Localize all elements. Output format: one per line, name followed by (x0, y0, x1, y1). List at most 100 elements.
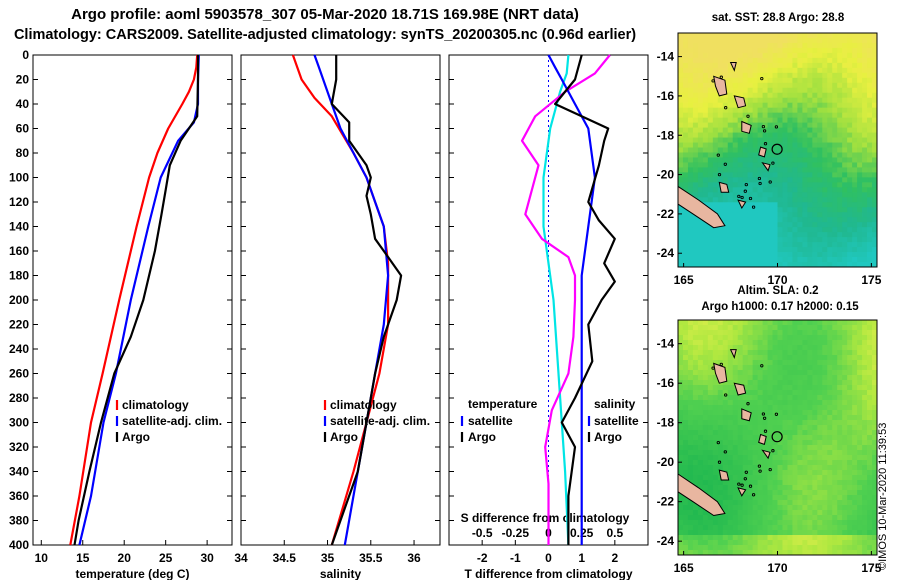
map-cell (812, 162, 818, 168)
map-cell (867, 227, 873, 233)
map-cell (787, 102, 793, 109)
map-cell (697, 162, 704, 168)
map-cell (697, 257, 704, 263)
map-cell (832, 360, 838, 366)
map-cell (817, 142, 823, 148)
map-cell (777, 227, 783, 233)
map-cell (762, 520, 768, 526)
islet (717, 172, 722, 177)
map-cell (732, 400, 739, 406)
map-cell (687, 460, 694, 466)
map-cell (678, 445, 684, 451)
map-cell (697, 430, 704, 436)
map-cell (822, 505, 828, 511)
map-cell (742, 242, 749, 248)
map-cell (832, 252, 838, 258)
map-cell (767, 67, 773, 74)
map-cell (842, 47, 848, 54)
map-cell (847, 525, 853, 531)
map-cell (802, 330, 808, 336)
map-cell (702, 147, 709, 153)
map-cell (827, 370, 833, 376)
map-cell (827, 162, 833, 168)
map-cell (827, 345, 833, 351)
map-cell (777, 345, 783, 351)
map-cell (787, 207, 793, 213)
map-cell (847, 197, 853, 203)
map-cell (757, 247, 763, 253)
map-cell (842, 33, 848, 39)
map-cell (712, 445, 719, 451)
map-cell (857, 162, 863, 168)
map-cell (787, 227, 793, 233)
map-cell (827, 335, 833, 341)
map-cell (867, 540, 873, 546)
map-cell (737, 232, 744, 238)
map-cell (752, 97, 759, 104)
map-cell (872, 232, 878, 238)
map-cell (827, 465, 833, 471)
map-cell (857, 142, 863, 148)
map-cell (862, 385, 868, 391)
map-cell (767, 335, 773, 341)
map-cell (732, 480, 739, 486)
map-cell (747, 142, 754, 148)
map-cell (812, 237, 818, 243)
map-cell (807, 545, 813, 551)
map-cell (692, 67, 699, 74)
map-cell (817, 500, 823, 506)
map-cell (822, 262, 828, 268)
map-cell (732, 172, 739, 178)
map-cell (842, 72, 848, 79)
map-cell (782, 330, 788, 336)
map-cell (762, 530, 768, 536)
map-cell (787, 242, 793, 248)
x-tick-label: 15 (76, 551, 90, 565)
map-cell (762, 505, 768, 511)
map-cell (832, 197, 838, 203)
map-cell (822, 370, 828, 376)
map-cell (802, 172, 808, 178)
map-cell (717, 395, 724, 401)
series-line-temperature-satellite (542, 54, 570, 546)
map-cell (787, 137, 793, 143)
legend-label: satellite-adj. clim. (330, 414, 430, 428)
map-cell (707, 242, 714, 248)
map-cell (802, 142, 808, 148)
map-cell (702, 350, 709, 356)
map-cell (732, 530, 739, 536)
map-cell (812, 385, 818, 391)
map-cell (787, 390, 793, 396)
map-cell (697, 137, 704, 143)
map-cell (737, 152, 744, 158)
map-cell (797, 465, 803, 471)
map-cell (842, 232, 848, 238)
map-cell (722, 33, 729, 39)
map-cell (822, 212, 828, 218)
map-cell (817, 440, 823, 446)
map-cell (727, 510, 734, 516)
y-tick-label: 240 (9, 342, 29, 356)
map-cell (702, 370, 709, 376)
map-cell (727, 62, 734, 69)
map-cell (707, 330, 714, 336)
map-cell (782, 162, 788, 168)
map-cell (807, 360, 813, 366)
map-cell (847, 355, 853, 361)
map-cell (707, 355, 714, 361)
map-cell (737, 72, 744, 79)
map-cell (767, 535, 773, 541)
map-cell (817, 102, 823, 109)
map-cell (757, 400, 763, 406)
map-cell (727, 127, 734, 133)
map-cell (787, 545, 793, 551)
map-cell (797, 545, 803, 551)
map-cell (827, 232, 833, 238)
map-cell (717, 435, 724, 441)
map-cell (847, 490, 853, 496)
map-cell (867, 450, 873, 456)
islet (761, 412, 766, 416)
map-cell (747, 182, 754, 188)
map-cell (702, 227, 709, 233)
map-cell (852, 525, 858, 531)
